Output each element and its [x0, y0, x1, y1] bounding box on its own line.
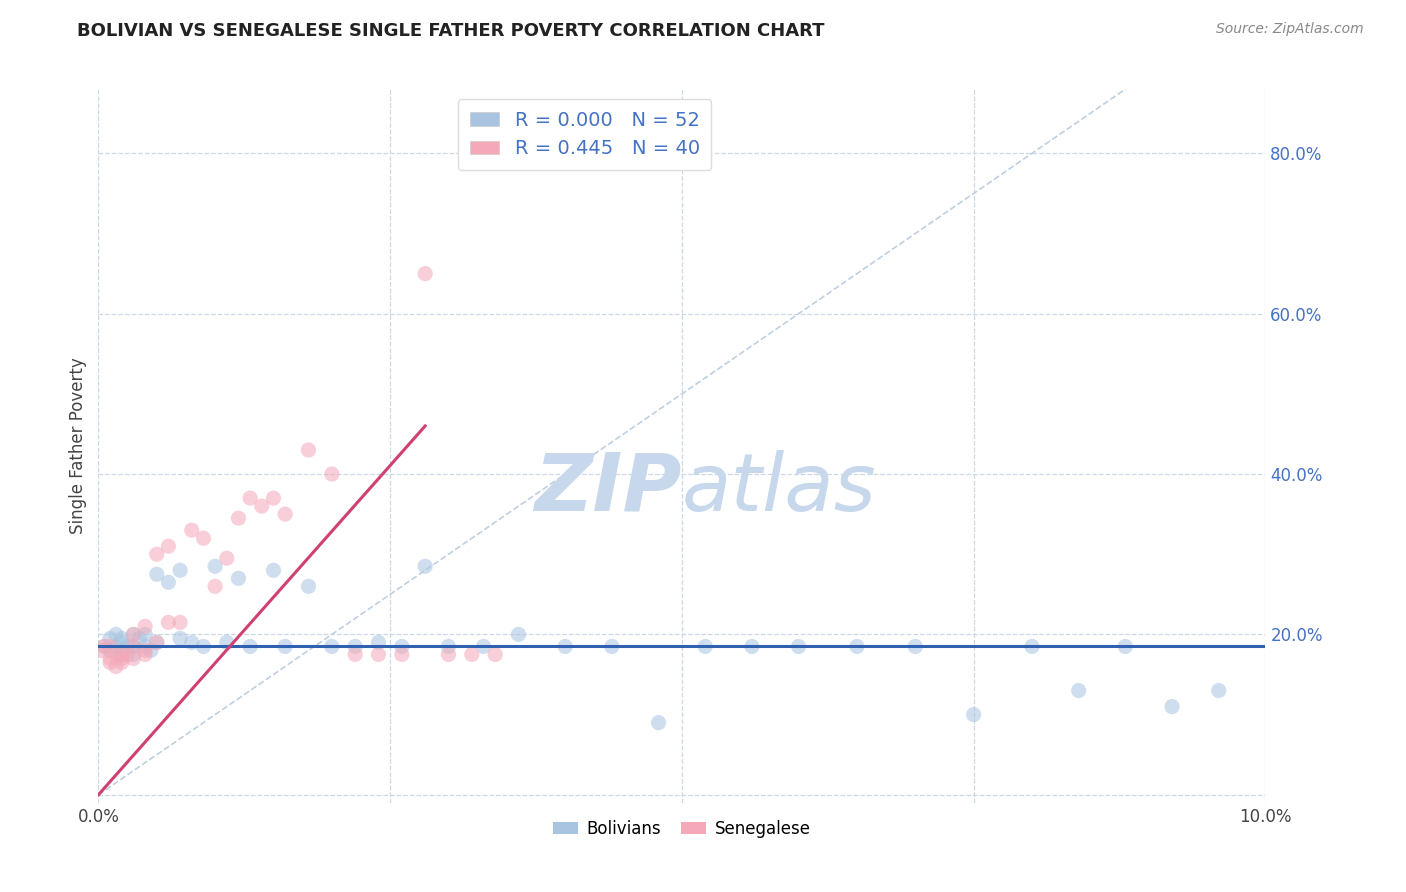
Point: [787, 640, 810, 654]
Point: [215, 551, 238, 566]
Point: [413, 559, 436, 574]
Point: [128, 632, 150, 646]
Point: [93, 640, 115, 654]
Point: [413, 267, 436, 281]
Point: [93, 640, 115, 654]
Point: [367, 635, 389, 649]
Point: [262, 563, 284, 577]
Point: [508, 627, 530, 641]
Text: ZIP: ZIP: [534, 450, 682, 528]
Point: [1161, 699, 1184, 714]
Point: [134, 643, 156, 657]
Point: [146, 567, 169, 582]
Point: [104, 648, 127, 662]
Point: [228, 511, 250, 525]
Y-axis label: Single Father Poverty: Single Father Poverty: [69, 358, 87, 534]
Text: BOLIVIAN VS SENEGALESE SINGLE FATHER POVERTY CORRELATION CHART: BOLIVIAN VS SENEGALESE SINGLE FATHER POV…: [77, 22, 825, 40]
Point: [111, 632, 134, 646]
Point: [157, 615, 180, 630]
Point: [111, 648, 134, 662]
Point: [98, 632, 121, 646]
Point: [193, 531, 215, 545]
Point: [391, 640, 413, 654]
Point: [122, 627, 145, 641]
Point: [157, 539, 180, 553]
Point: [98, 643, 121, 657]
Text: atlas: atlas: [682, 450, 877, 528]
Point: [111, 651, 134, 665]
Point: [262, 491, 284, 505]
Point: [554, 640, 576, 654]
Point: [250, 499, 273, 513]
Point: [461, 648, 484, 662]
Point: [122, 648, 145, 662]
Point: [437, 640, 460, 654]
Point: [367, 648, 389, 662]
Point: [391, 648, 413, 662]
Point: [139, 643, 162, 657]
Point: [111, 656, 134, 670]
Point: [169, 615, 191, 630]
Point: [904, 640, 927, 654]
Point: [104, 659, 127, 673]
Point: [122, 640, 145, 654]
Point: [695, 640, 717, 654]
Point: [117, 640, 139, 654]
Point: [1021, 640, 1043, 654]
Point: [321, 640, 343, 654]
Point: [1067, 683, 1090, 698]
Point: [122, 640, 145, 654]
Point: [157, 575, 180, 590]
Point: [647, 715, 669, 730]
Point: [104, 640, 127, 654]
Point: [297, 442, 319, 457]
Point: [193, 640, 215, 654]
Point: [344, 640, 367, 654]
Point: [344, 648, 367, 662]
Point: [274, 507, 297, 521]
Point: [134, 640, 156, 654]
Point: [90, 643, 112, 657]
Point: [122, 627, 145, 641]
Point: [204, 579, 226, 593]
Point: [134, 627, 156, 641]
Point: [321, 467, 343, 481]
Point: [98, 651, 121, 665]
Point: [111, 635, 134, 649]
Point: [239, 640, 262, 654]
Point: [274, 640, 297, 654]
Point: [297, 579, 319, 593]
Point: [169, 563, 191, 577]
Point: [122, 651, 145, 665]
Point: [134, 648, 156, 662]
Text: Source: ZipAtlas.com: Source: ZipAtlas.com: [1216, 22, 1364, 37]
Point: [239, 491, 262, 505]
Point: [437, 648, 460, 662]
Point: [204, 559, 226, 574]
Legend: Bolivians, Senegalese: Bolivians, Senegalese: [547, 814, 817, 845]
Point: [962, 707, 984, 722]
Point: [180, 635, 202, 649]
Point: [1114, 640, 1136, 654]
Point: [146, 635, 169, 649]
Point: [180, 523, 202, 537]
Point: [111, 648, 134, 662]
Point: [846, 640, 869, 654]
Point: [98, 640, 121, 654]
Point: [741, 640, 763, 654]
Point: [484, 648, 506, 662]
Point: [146, 547, 169, 561]
Point: [117, 648, 139, 662]
Point: [1208, 683, 1230, 698]
Point: [98, 656, 121, 670]
Point: [169, 632, 191, 646]
Point: [215, 635, 238, 649]
Point: [600, 640, 623, 654]
Point: [228, 571, 250, 585]
Point: [104, 627, 127, 641]
Point: [472, 640, 495, 654]
Point: [134, 619, 156, 633]
Point: [146, 635, 169, 649]
